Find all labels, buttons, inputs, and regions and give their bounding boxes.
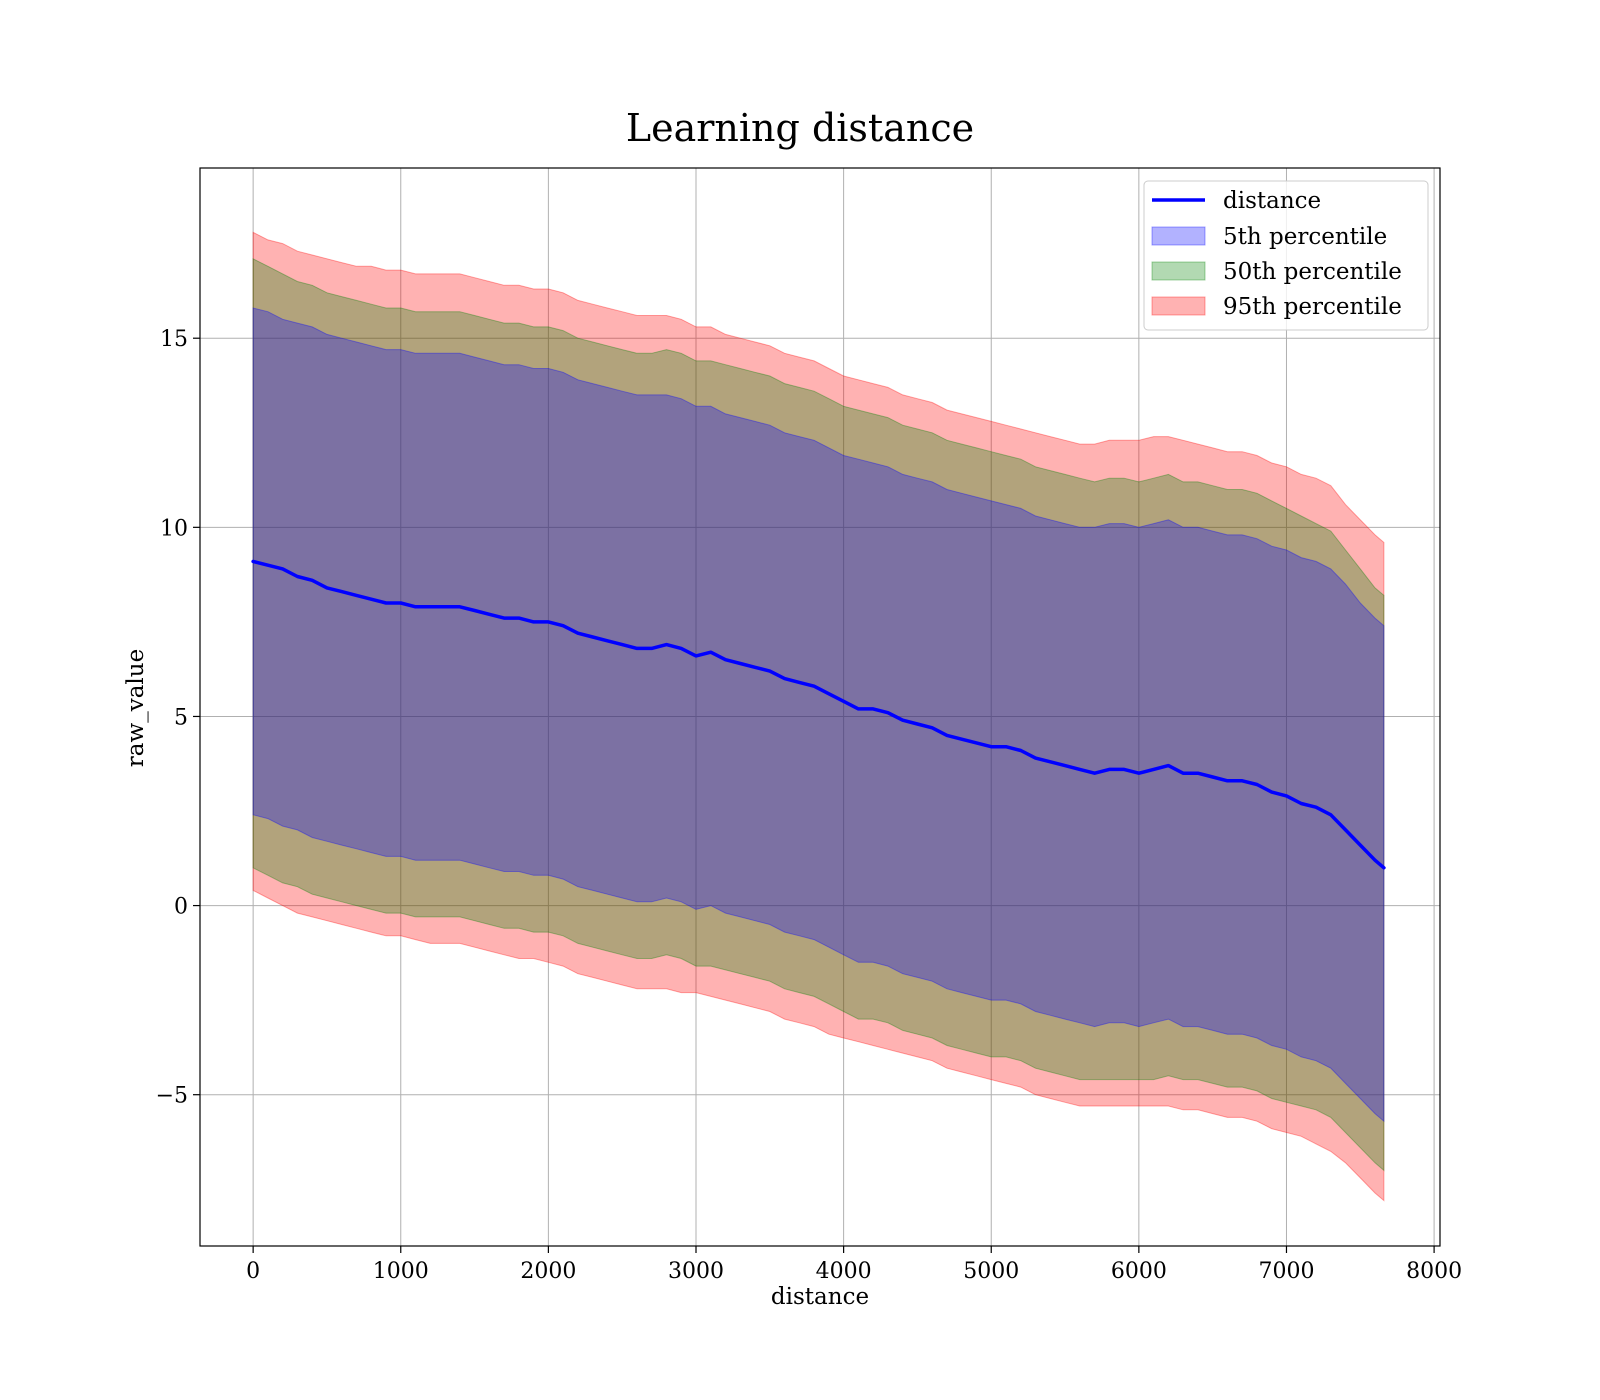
legend-swatch-95th	[1151, 296, 1206, 316]
y-tick-label: 0	[174, 895, 188, 920]
x-axis-ticks: 0 1000 2000 3000 4000 5000 6000 7000 8000	[246, 1246, 1462, 1284]
x-tick-label: 8000	[1406, 1259, 1462, 1284]
x-axis-label: distance	[771, 1284, 869, 1310]
legend-label-distance: distance	[1223, 188, 1321, 214]
chart-title: Learning distance	[626, 106, 974, 150]
plot-frame	[199, 167, 1441, 1247]
x-tick-label: 1000	[373, 1259, 429, 1284]
legend-box	[1143, 180, 1429, 331]
legend-label-50th: 50th percentile	[1223, 259, 1402, 285]
band-50th	[252, 257, 1385, 1172]
y-tick-label: 15	[160, 327, 188, 352]
y-tick-label: 5	[174, 705, 188, 730]
y-tick-label: −5	[156, 1084, 188, 1109]
legend-swatch-5th	[1151, 226, 1206, 246]
y-tick-label: 10	[160, 516, 188, 541]
series-lines	[251, 559, 1386, 870]
legend: distance 5th percentile 50th percentile …	[1143, 180, 1429, 331]
band-95th	[252, 231, 1385, 1202]
legend-label-5th: 5th percentile	[1223, 224, 1387, 250]
legend-swatch-50th	[1151, 261, 1206, 281]
series-line-0	[251, 559, 1386, 870]
legend-label-95th: 95th percentile	[1223, 294, 1402, 320]
percentile-bands	[252, 231, 1385, 1202]
y-axis-ticks: −5 0 5 10 15	[156, 327, 200, 1109]
x-tick-label: 3000	[668, 1259, 724, 1284]
band-5th	[252, 307, 1385, 1123]
grid	[200, 168, 1440, 1246]
x-tick-label: 5000	[963, 1259, 1019, 1284]
y-axis-label: raw_value	[123, 649, 149, 767]
x-tick-label: 0	[246, 1259, 260, 1284]
x-tick-label: 2000	[520, 1259, 576, 1284]
x-tick-label: 6000	[1111, 1259, 1167, 1284]
x-tick-label: 4000	[816, 1259, 872, 1284]
x-tick-label: 7000	[1258, 1259, 1314, 1284]
